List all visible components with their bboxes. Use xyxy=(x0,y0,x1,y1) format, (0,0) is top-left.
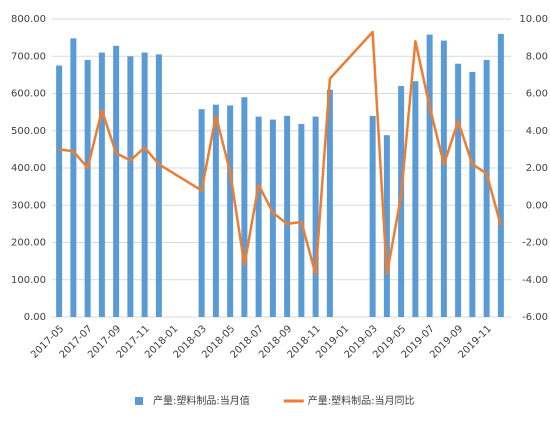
bar xyxy=(255,116,262,317)
bar xyxy=(227,105,234,317)
bar xyxy=(127,56,134,317)
bar xyxy=(98,52,105,318)
legend-swatch xyxy=(135,397,143,405)
y-tick-label: 100.00 xyxy=(11,275,46,286)
bar xyxy=(198,109,205,318)
bar xyxy=(326,89,333,318)
y2-tick-label: 6.00 xyxy=(526,89,548,100)
y2-tick-label: 0.00 xyxy=(526,200,548,211)
y2-tick-label: -6.00 xyxy=(522,312,548,323)
bar xyxy=(155,54,162,317)
y-tick-label: 0.00 xyxy=(24,312,46,323)
y-tick-label: 500.00 xyxy=(11,126,46,137)
bar xyxy=(369,115,376,317)
bar xyxy=(284,115,291,317)
legend-label: 产量:塑料制品:当月值 xyxy=(153,394,250,407)
bar xyxy=(113,45,120,317)
bar xyxy=(141,52,148,318)
bar xyxy=(56,65,63,317)
y2-tick-label: -2.00 xyxy=(522,238,548,249)
bar xyxy=(312,116,319,317)
bar xyxy=(241,97,248,317)
bar xyxy=(497,33,504,318)
bar xyxy=(84,59,91,317)
y2-tick-label: 2.00 xyxy=(526,163,548,174)
y-tick-label: 600.00 xyxy=(11,89,46,100)
bar xyxy=(469,71,476,318)
y-tick-label: 800.00 xyxy=(11,14,46,25)
y-tick-label: 700.00 xyxy=(11,51,46,62)
bar xyxy=(269,119,276,317)
bar xyxy=(298,124,305,317)
bar xyxy=(455,63,462,318)
y-tick-label: 300.00 xyxy=(11,200,46,211)
y-tick-label: 200.00 xyxy=(11,238,46,249)
bar xyxy=(483,59,490,317)
bar xyxy=(70,38,77,318)
bar xyxy=(212,104,219,317)
line xyxy=(58,30,503,276)
bar xyxy=(383,135,390,317)
y2-tick-label: 10.00 xyxy=(519,14,548,25)
bar xyxy=(412,81,419,318)
bar xyxy=(440,40,447,317)
y2-tick-label: -4.00 xyxy=(522,275,548,286)
y-tick-label: 400.00 xyxy=(11,163,46,174)
y2-tick-label: 8.00 xyxy=(526,51,548,62)
bar xyxy=(426,34,433,318)
legend-label: 产量:塑料制品:当月同比 xyxy=(308,394,415,407)
y2-tick-label: 4.00 xyxy=(526,126,548,137)
